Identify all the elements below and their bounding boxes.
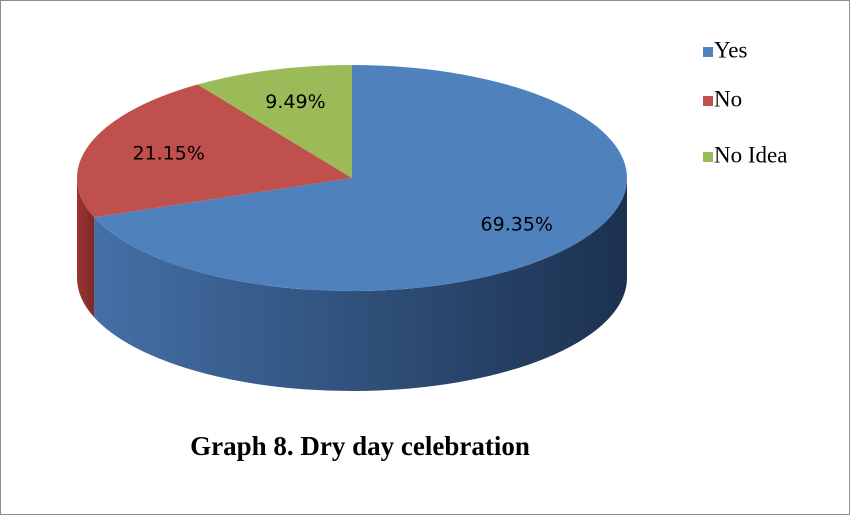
pie-slice xyxy=(77,84,353,218)
pie-side xyxy=(94,178,627,391)
data-label: 9.49% xyxy=(265,91,325,113)
pie-slice xyxy=(197,65,352,178)
legend-label: No xyxy=(714,86,742,111)
legend-swatch xyxy=(703,47,713,57)
legend-label: Yes xyxy=(714,37,748,62)
legend-swatch xyxy=(703,152,713,162)
pie-side xyxy=(77,178,95,318)
pie: 69.35% 21.15% 9.49% xyxy=(77,65,627,391)
pie-slice xyxy=(94,65,627,291)
data-label: 69.35% xyxy=(481,214,553,236)
legend-swatch xyxy=(703,96,713,106)
legend-label: No Idea xyxy=(714,142,787,167)
legend: Yes No No Idea xyxy=(703,37,787,167)
data-label: 21.15% xyxy=(132,142,204,164)
chart-title: Graph 8. Dry day celebration xyxy=(190,431,530,461)
